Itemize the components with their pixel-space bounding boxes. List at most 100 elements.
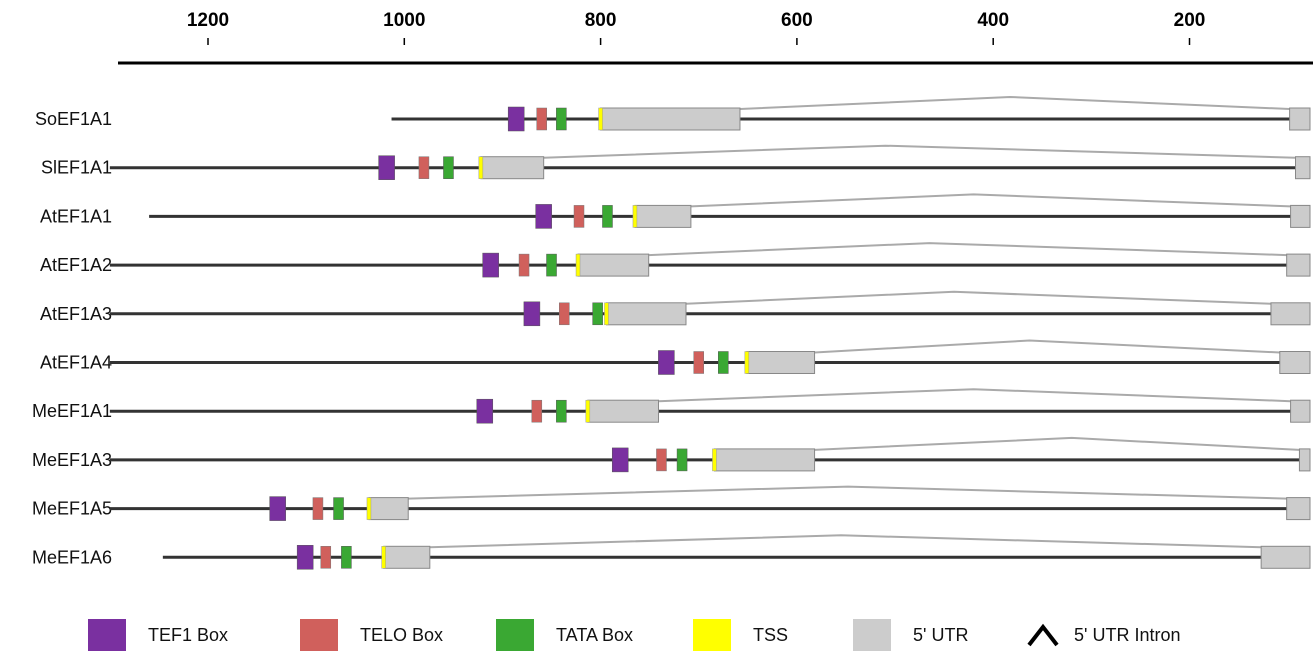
- gene-row: MeEF1A6: [32, 534, 1311, 570]
- legend: TEF1 Box TELO Box TATA Box TSS 5' UTR 5'…: [0, 612, 1313, 653]
- telo-box: [320, 546, 332, 569]
- utr-intron: [658, 388, 1291, 403]
- utr-exon-2: [1295, 156, 1311, 180]
- utr-exon-2: [1270, 302, 1311, 326]
- gene-label: AtEF1A1: [40, 206, 112, 226]
- utr-intron: [739, 95, 1290, 110]
- utr-exon-2: [1286, 497, 1311, 521]
- gene-label: MeEF1A1: [32, 401, 112, 421]
- utr-intron: [543, 144, 1296, 159]
- tef1-box: [378, 155, 395, 180]
- tss-mark: [585, 399, 591, 423]
- tef1-box: [476, 398, 494, 424]
- utr-exon-1: [577, 253, 650, 277]
- gene-row: AtEF1A2: [40, 242, 1311, 278]
- chevron-up-icon: [1027, 623, 1059, 647]
- gene-label: AtEF1A3: [40, 304, 112, 324]
- utr-exon-2: [1286, 253, 1311, 277]
- utr-exon-1: [383, 545, 431, 569]
- legend-label-telo: TELO Box: [360, 624, 444, 645]
- utr-exon-2: [1290, 204, 1311, 228]
- tick-label: 400: [977, 10, 1009, 31]
- tick-label: 200: [1174, 10, 1206, 31]
- tata-box: [718, 351, 729, 374]
- tss-mark: [575, 253, 581, 277]
- telo-box: [656, 448, 667, 472]
- gene-row: AtEF1A1: [40, 193, 1311, 229]
- utr-exon-1: [600, 107, 741, 131]
- utr-exon-1: [634, 204, 692, 228]
- telo-box: [693, 351, 704, 374]
- legend-label-intron: 5' UTR Intron: [1074, 624, 1181, 645]
- tick-label: 800: [585, 10, 617, 31]
- tata-box: [676, 448, 688, 472]
- gene-row: MeEF1A5: [32, 485, 1311, 521]
- gene-row: MeEF1A3: [32, 436, 1311, 473]
- tata-box: [556, 399, 567, 423]
- tata-box: [546, 253, 557, 277]
- utr-exon-1: [713, 448, 816, 472]
- gene-label: SlEF1A1: [41, 158, 112, 178]
- position-axis: 1200 1000 800 600 400 200: [118, 10, 1313, 65]
- utr-intron: [685, 290, 1272, 305]
- tss-swatch: [693, 619, 731, 651]
- legend-label-tata: TATA Box: [556, 624, 634, 645]
- gene-row: AtEF1A4: [40, 339, 1311, 375]
- tef1-box: [535, 204, 552, 229]
- tick-label: 600: [781, 10, 813, 31]
- tata-box: [602, 205, 613, 228]
- utr-exon-1: [587, 399, 660, 423]
- tef1-box: [296, 545, 314, 570]
- tss-mark: [744, 351, 750, 374]
- utr-intron: [648, 242, 1287, 257]
- gene-label: AtEF1A2: [40, 255, 112, 275]
- legend-item-intron: 5' UTR Intron: [1026, 618, 1180, 652]
- utr-exon-1: [368, 497, 409, 521]
- tef1-box: [507, 106, 525, 132]
- utr-intron: [429, 534, 1262, 549]
- telo-box: [536, 107, 547, 131]
- tss-mark: [478, 156, 484, 179]
- telo-swatch: [300, 619, 338, 651]
- tss-mark: [381, 546, 386, 569]
- utr-exon-2: [1279, 351, 1311, 374]
- tata-box: [592, 302, 603, 326]
- tef1-box: [482, 252, 499, 278]
- utr-exon-2: [1290, 399, 1311, 423]
- gene-tracks: SoEF1A1 SlEF1A1 AtEF1A1 AtEF1A2 AtEF1A3 AtEF1…: [32, 95, 1311, 570]
- utr-intron: [408, 485, 1287, 500]
- telo-box: [559, 302, 570, 326]
- tata-box: [443, 156, 454, 179]
- tata-box: [333, 497, 344, 520]
- gene-label: MeEF1A6: [32, 547, 112, 567]
- tss-mark: [366, 497, 372, 520]
- utr-intron: [814, 436, 1300, 451]
- legend-item-tef1: TEF1 Box: [88, 618, 228, 652]
- utr-exon-1: [746, 351, 816, 374]
- tef1-swatch: [88, 619, 126, 651]
- utr-intron: [690, 193, 1291, 208]
- gene-row: MeEF1A1: [32, 388, 1311, 424]
- gene-label: SoEF1A1: [35, 109, 112, 129]
- legend-item-telo: TELO Box: [300, 618, 443, 652]
- legend-label-tef1: TEF1 Box: [148, 624, 229, 645]
- tss-mark: [712, 448, 717, 472]
- utr-exon-2: [1289, 107, 1311, 131]
- legend-item-tss: TSS: [693, 618, 788, 652]
- telo-box: [531, 399, 543, 423]
- tick-label: 1200: [187, 10, 229, 31]
- utr-exon-2: [1260, 545, 1311, 569]
- telo-box: [312, 497, 324, 520]
- legend-label-tss: TSS: [753, 624, 789, 645]
- legend-item-tata: TATA Box: [496, 618, 633, 652]
- gene-label: AtEF1A4: [40, 353, 112, 373]
- utr-intron: [814, 339, 1280, 354]
- tata-box: [556, 107, 567, 131]
- tata-swatch: [496, 619, 534, 651]
- legend-item-utr: 5' UTR: [853, 618, 968, 652]
- gene-row: AtEF1A3: [40, 290, 1311, 327]
- tef1-box: [523, 301, 541, 327]
- tss-mark: [632, 205, 638, 228]
- tick-label: 1000: [383, 10, 425, 31]
